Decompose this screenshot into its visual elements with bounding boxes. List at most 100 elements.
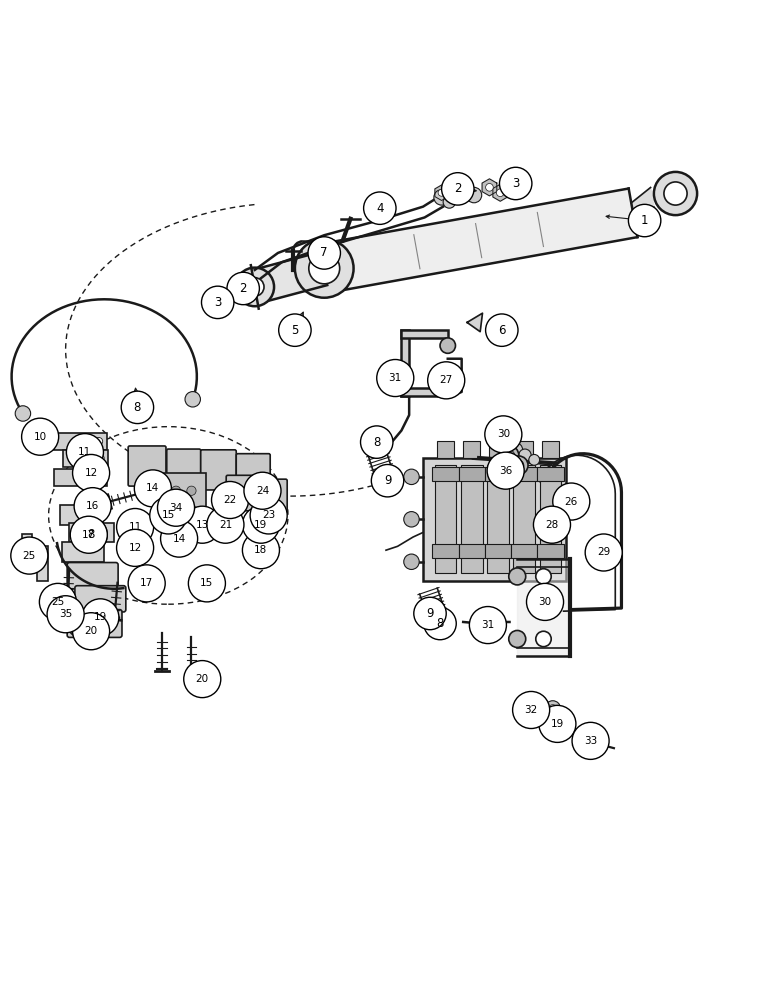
Circle shape	[95, 437, 103, 445]
Circle shape	[74, 488, 111, 525]
Text: 27: 27	[439, 375, 453, 385]
Bar	[54, 433, 107, 450]
Text: 12: 12	[84, 468, 98, 478]
Polygon shape	[445, 180, 459, 196]
Text: 14: 14	[172, 534, 186, 544]
Circle shape	[499, 167, 532, 200]
Text: 6: 6	[498, 324, 506, 337]
Circle shape	[519, 449, 531, 461]
Text: 7: 7	[320, 246, 328, 259]
Text: 5: 5	[291, 324, 299, 337]
Circle shape	[440, 380, 455, 396]
Circle shape	[188, 565, 225, 602]
Circle shape	[509, 630, 526, 647]
Circle shape	[117, 529, 154, 566]
Circle shape	[404, 469, 419, 485]
Circle shape	[434, 190, 449, 205]
Text: 30: 30	[538, 597, 552, 607]
Bar	[487, 465, 509, 573]
Bar	[401, 330, 448, 338]
Circle shape	[533, 701, 542, 711]
Text: 17: 17	[140, 578, 154, 588]
Circle shape	[250, 497, 287, 534]
Circle shape	[485, 416, 522, 453]
Circle shape	[527, 583, 564, 620]
Bar	[37, 546, 48, 581]
Bar	[461, 465, 482, 573]
Circle shape	[295, 239, 354, 298]
Polygon shape	[482, 179, 497, 196]
Circle shape	[171, 505, 181, 514]
Bar	[511, 544, 537, 558]
Bar	[485, 467, 511, 481]
Text: 18: 18	[254, 545, 268, 555]
Circle shape	[654, 172, 697, 215]
Bar	[401, 330, 409, 396]
Text: 13: 13	[195, 520, 209, 530]
Circle shape	[549, 705, 557, 712]
Circle shape	[95, 474, 103, 481]
Text: 17: 17	[82, 530, 96, 540]
Bar	[459, 544, 485, 558]
Bar	[432, 544, 459, 558]
Bar	[60, 505, 103, 525]
Polygon shape	[435, 185, 449, 200]
Text: 3: 3	[512, 177, 520, 190]
Text: 20: 20	[84, 626, 98, 636]
Text: 25: 25	[22, 551, 36, 561]
Circle shape	[499, 468, 517, 486]
Text: 15: 15	[161, 510, 175, 520]
Circle shape	[184, 661, 221, 698]
Text: 8: 8	[87, 528, 95, 541]
Polygon shape	[493, 184, 508, 201]
Bar	[63, 450, 108, 467]
Polygon shape	[252, 252, 327, 304]
Circle shape	[443, 196, 455, 208]
Circle shape	[157, 489, 195, 526]
Text: 19: 19	[254, 520, 268, 530]
Text: 31: 31	[388, 373, 402, 383]
Text: 2: 2	[239, 282, 247, 295]
Text: 22: 22	[223, 495, 237, 505]
Text: 11: 11	[128, 522, 142, 532]
Text: 8: 8	[436, 617, 444, 630]
Text: 4: 4	[376, 202, 384, 215]
Bar	[516, 441, 533, 458]
Circle shape	[70, 516, 107, 553]
Text: 2: 2	[454, 182, 462, 195]
Circle shape	[212, 481, 249, 519]
Circle shape	[279, 314, 311, 346]
Circle shape	[486, 184, 493, 191]
Polygon shape	[456, 176, 470, 191]
Circle shape	[449, 185, 455, 192]
Text: 21: 21	[218, 520, 232, 530]
Circle shape	[503, 472, 513, 482]
Circle shape	[66, 434, 103, 471]
Text: 1: 1	[641, 214, 648, 227]
Bar	[489, 441, 506, 458]
Text: 24: 24	[256, 486, 269, 496]
Circle shape	[513, 691, 550, 729]
Bar	[437, 441, 454, 458]
Circle shape	[404, 554, 419, 569]
Text: 16: 16	[86, 501, 100, 511]
Circle shape	[308, 237, 340, 269]
Circle shape	[75, 617, 87, 630]
Circle shape	[242, 506, 279, 543]
Circle shape	[117, 508, 154, 546]
Circle shape	[39, 583, 76, 620]
Circle shape	[404, 512, 419, 527]
Bar	[463, 441, 480, 458]
Text: 12: 12	[128, 543, 142, 553]
FancyBboxPatch shape	[67, 610, 122, 637]
Bar	[540, 465, 561, 573]
Circle shape	[161, 520, 198, 557]
Circle shape	[536, 569, 551, 584]
Text: 8: 8	[373, 436, 381, 449]
Bar	[54, 469, 107, 486]
FancyBboxPatch shape	[257, 479, 287, 513]
Text: 19: 19	[93, 612, 107, 622]
Circle shape	[536, 631, 551, 647]
Circle shape	[245, 278, 264, 296]
Circle shape	[628, 204, 661, 237]
